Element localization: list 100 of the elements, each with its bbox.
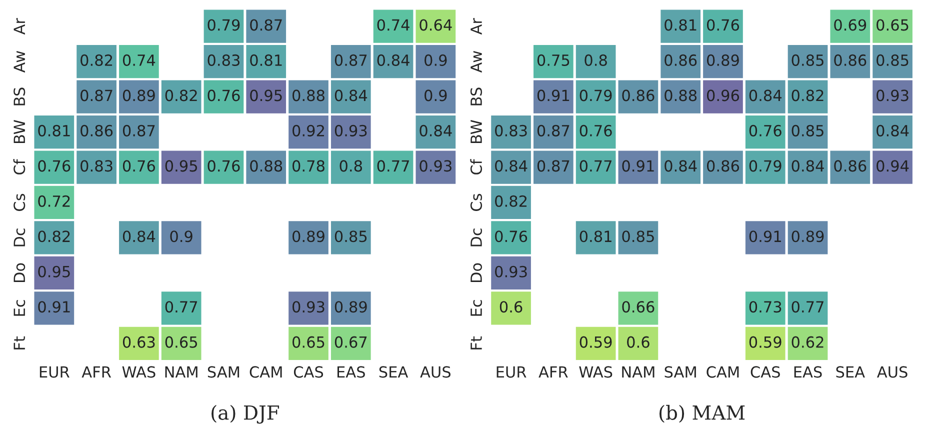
y-tick-label: Dc xyxy=(14,228,26,246)
data-label: 0.62 xyxy=(792,336,824,348)
data-label: 0.79 xyxy=(208,19,240,31)
x-tick-label: CAS xyxy=(750,366,780,378)
data-label: 0.84 xyxy=(495,160,528,172)
data-label: 0.93 xyxy=(495,266,527,278)
data-label: 0.84 xyxy=(377,54,410,66)
data-label: 0.84 xyxy=(420,124,452,136)
data-label: 0.91 xyxy=(622,160,654,172)
data-label: 0.67 xyxy=(334,336,367,348)
y-tick-label: Cf xyxy=(13,158,26,174)
y-tick-label: Ar xyxy=(14,18,25,35)
data-label: 0.81 xyxy=(580,230,612,242)
x-tick-label: AUS xyxy=(420,366,450,378)
data-label: 0.83 xyxy=(80,160,112,172)
data-label: 0.85 xyxy=(622,230,654,242)
data-label: 0.76 xyxy=(208,160,240,172)
data-label: 0.87 xyxy=(122,124,155,136)
x-tick-label: SAM xyxy=(664,366,696,378)
data-label: 0.59 xyxy=(749,336,782,348)
data-label: 0.87 xyxy=(537,124,570,136)
data-label: 0.84 xyxy=(876,124,909,136)
data-label: 0.8 xyxy=(584,54,607,66)
data-label: 0.89 xyxy=(792,230,824,242)
data-label: 0.93 xyxy=(876,90,908,102)
data-label: 0.81 xyxy=(250,54,282,66)
data-label: 0.77 xyxy=(377,160,409,172)
data-label: 0.95 xyxy=(165,160,198,172)
data-label: 0.64 xyxy=(420,19,452,31)
data-label: 0.76 xyxy=(706,19,740,31)
x-tick-label: CAM xyxy=(250,366,282,378)
data-label: 0.95 xyxy=(38,266,70,278)
data-label: 0.84 xyxy=(664,160,697,172)
x-tick-label: EUR xyxy=(496,366,526,378)
data-label: 0.59 xyxy=(580,336,612,348)
data-label: 0.85 xyxy=(334,230,367,242)
data-label: 0.86 xyxy=(664,54,697,66)
y-tick-label: Do xyxy=(470,263,482,282)
x-tick-label: EUR xyxy=(40,366,70,378)
data-label: 0.85 xyxy=(792,124,824,136)
data-label: 0.76 xyxy=(580,124,612,136)
data-label: 0.83 xyxy=(208,54,240,66)
text: (a) DJF xyxy=(212,404,280,424)
y-tick-label: Do xyxy=(14,263,26,282)
x-tick-label: EAS xyxy=(794,366,822,378)
data-label: 0.87 xyxy=(537,160,570,172)
data-label: 0.77 xyxy=(165,301,198,313)
y-tick-label: Cs xyxy=(14,194,26,211)
data-label: 0.93 xyxy=(420,160,452,172)
x-tick-label: SEA xyxy=(836,366,865,378)
y-tick-label: BW xyxy=(470,120,482,144)
data-label: 0.91 xyxy=(537,90,570,102)
y-tick-label: Aw xyxy=(470,51,482,73)
data-label: 0.82 xyxy=(80,54,112,66)
data-label: 0.9 xyxy=(424,54,447,66)
data-label: 0.87 xyxy=(334,54,367,66)
data-label: 0.82 xyxy=(792,90,824,102)
data-label: 0.81 xyxy=(664,19,696,31)
y-tick-label: Ft xyxy=(14,336,25,350)
data-label: 0.82 xyxy=(38,230,70,242)
y-tick-label: Aw xyxy=(14,51,25,73)
data-label: 0.84 xyxy=(792,160,824,172)
data-label: 0.6 xyxy=(500,301,522,313)
data-label: 0.95 xyxy=(250,90,282,102)
data-label: 0.66 xyxy=(622,301,654,313)
y-tick-label: Dc xyxy=(470,228,482,246)
data-label: 0.93 xyxy=(292,301,324,313)
x-tick-label: SAM xyxy=(208,366,240,378)
x-tick-label: WAS xyxy=(579,366,612,378)
data-label: 0.85 xyxy=(792,54,824,66)
data-label: 0.75 xyxy=(537,54,570,66)
data-label: 0.76 xyxy=(38,160,70,172)
data-label: 0.84 xyxy=(749,90,782,102)
data-label: 0.96 xyxy=(706,90,740,102)
data-label: 0.74 xyxy=(122,54,156,66)
data-label: 0.88 xyxy=(292,90,324,102)
y-tick-label: Ec xyxy=(470,300,482,316)
data-label: 0.63 xyxy=(122,336,155,348)
data-label: 0.9 xyxy=(170,230,192,242)
data-label: 0.76 xyxy=(208,90,240,102)
data-label: 0.89 xyxy=(706,54,739,66)
data-label: 0.86 xyxy=(834,160,866,172)
x-tick-label: EAS xyxy=(337,366,365,378)
data-label: 0.76 xyxy=(495,230,528,242)
x-tick-label: NAM xyxy=(165,366,198,378)
data-label: 0.79 xyxy=(749,160,782,172)
data-label: 0.92 xyxy=(292,124,324,136)
data-label: 0.88 xyxy=(664,90,697,102)
data-label: 0.87 xyxy=(250,19,282,31)
data-label: 0.89 xyxy=(334,301,367,313)
data-label: 0.94 xyxy=(876,160,909,172)
y-tick-label: Cs xyxy=(470,194,482,211)
data-label: 0.77 xyxy=(792,301,824,313)
data-label: 0.8 xyxy=(340,160,362,172)
data-label: 0.72 xyxy=(38,195,70,207)
data-label: 0.84 xyxy=(122,230,156,242)
data-label: 0.89 xyxy=(292,230,324,242)
data-label: 0.85 xyxy=(876,54,908,66)
data-label: 0.73 xyxy=(749,301,782,313)
data-label: 0.87 xyxy=(80,90,112,102)
